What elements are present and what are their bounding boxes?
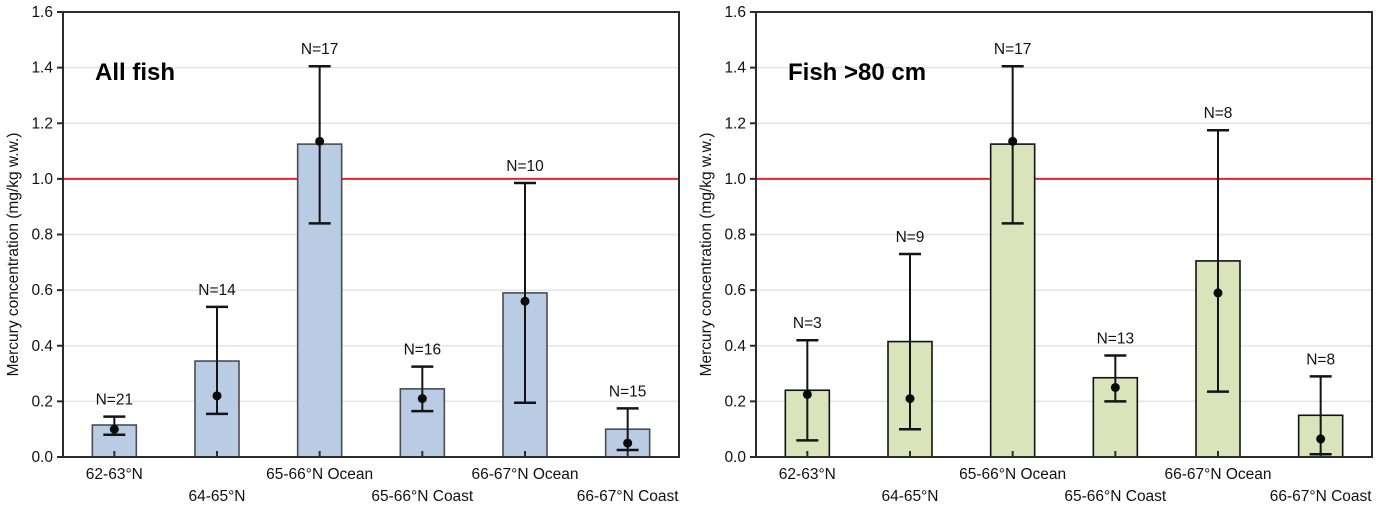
x-category-label: 65-66°N Ocean bbox=[266, 466, 373, 483]
x-category-label: 65-66°N Ocean bbox=[959, 466, 1066, 483]
chart-title: Fish >80 cm bbox=[788, 59, 926, 86]
n-count-label: N=14 bbox=[198, 282, 236, 299]
y-tick-label: 1.4 bbox=[31, 60, 53, 77]
n-count-label: N=17 bbox=[994, 41, 1032, 58]
y-tick-label: 0.6 bbox=[724, 282, 746, 299]
mean-point bbox=[520, 296, 530, 306]
n-count-label: N=8 bbox=[1306, 351, 1335, 368]
n-count-label: N=13 bbox=[1097, 330, 1135, 347]
y-tick-label: 1.6 bbox=[724, 4, 746, 21]
y-tick-label: 1.6 bbox=[31, 4, 53, 21]
n-count-label: N=9 bbox=[896, 229, 925, 246]
n-count-label: N=10 bbox=[506, 158, 544, 175]
mean-point bbox=[315, 136, 325, 146]
y-tick-label: 0.8 bbox=[31, 227, 53, 244]
y-tick-label: 0.0 bbox=[31, 449, 53, 466]
chart-panel-fish-gt-80cm: 0.0 0.2 0.4 0.6 0.8 1.0 1.2 1.4 1.6 62-63°N 64-65°… bbox=[693, 0, 1385, 518]
mean-point bbox=[1110, 382, 1120, 392]
n-count-label: N=15 bbox=[609, 383, 647, 400]
x-category-label: 66-67°N Coast bbox=[577, 488, 680, 505]
x-category-label: 66-67°N Ocean bbox=[1164, 466, 1271, 483]
chart-panel-all-fish: 0.0 0.2 0.4 0.6 0.8 1.0 1.2 1.4 1.6 62-63°N 64-65°… bbox=[0, 0, 692, 518]
y-tick-label: 1.2 bbox=[724, 115, 746, 132]
y-tick-label: 0.8 bbox=[724, 227, 746, 244]
x-category-label: 62-63°N bbox=[779, 466, 836, 483]
n-count-label: N=21 bbox=[96, 392, 134, 409]
mean-point bbox=[212, 391, 222, 401]
y-axis-label: Mercury concentration (mg/kg w.w.) bbox=[5, 133, 22, 377]
fish-gt-80cm-chart: 0.0 0.2 0.4 0.6 0.8 1.0 1.2 1.4 1.6 62-63°N 64-65°… bbox=[693, 0, 1385, 518]
mean-point bbox=[905, 394, 915, 404]
y-tick-label: 1.0 bbox=[31, 171, 53, 188]
mean-point bbox=[417, 394, 427, 404]
n-count-label: N=16 bbox=[404, 342, 442, 359]
y-tick-label: 0.4 bbox=[724, 338, 746, 355]
mean-point bbox=[1316, 434, 1326, 444]
x-category-label: 64-65°N bbox=[881, 488, 938, 505]
all-fish-chart: 0.0 0.2 0.4 0.6 0.8 1.0 1.2 1.4 1.6 62-63°N 64-65°… bbox=[0, 0, 692, 518]
y-tick-label: 1.4 bbox=[724, 60, 746, 77]
x-category-label: 64-65°N bbox=[188, 488, 245, 505]
y-tick-label: 0.0 bbox=[724, 449, 746, 466]
mean-point bbox=[802, 389, 812, 399]
mean-point bbox=[1008, 136, 1018, 146]
y-tick-label: 1.0 bbox=[724, 171, 746, 188]
y-axis-label: Mercury concentration (mg/kg w.w.) bbox=[698, 133, 715, 377]
y-tick-label: 1.2 bbox=[31, 115, 53, 132]
n-count-label: N=8 bbox=[1204, 105, 1233, 122]
x-category-label: 65-66°N Coast bbox=[371, 488, 474, 505]
mean-point bbox=[623, 438, 633, 448]
mean-point bbox=[1213, 288, 1223, 298]
x-category-label: 65-66°N Coast bbox=[1064, 488, 1167, 505]
y-tick-label: 0.2 bbox=[724, 393, 746, 410]
y-tick-label: 0.6 bbox=[31, 282, 53, 299]
n-count-label: N=3 bbox=[793, 315, 822, 332]
y-tick-label: 0.2 bbox=[31, 393, 53, 410]
y-tick-label: 0.4 bbox=[31, 338, 53, 355]
x-category-label: 66-67°N Coast bbox=[1270, 488, 1373, 505]
n-count-label: N=17 bbox=[301, 41, 339, 58]
x-category-label: 62-63°N bbox=[86, 466, 143, 483]
chart-title: All fish bbox=[95, 59, 175, 86]
x-category-label: 66-67°N Ocean bbox=[471, 466, 578, 483]
mean-point bbox=[109, 424, 119, 434]
